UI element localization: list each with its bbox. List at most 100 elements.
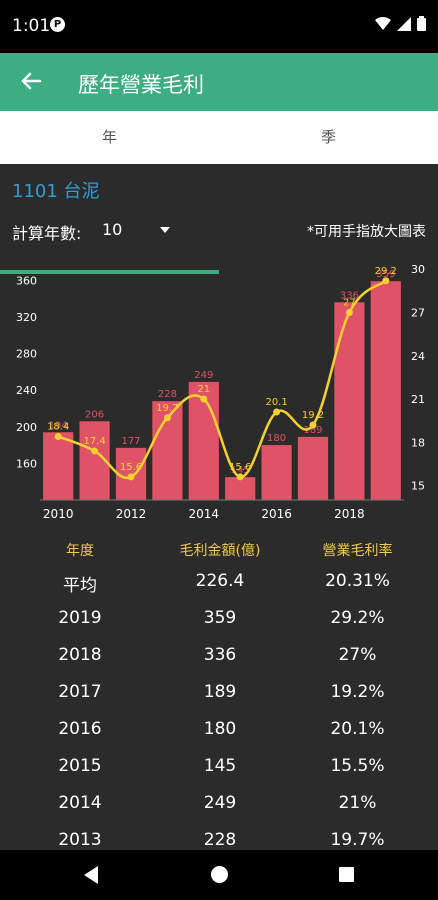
line-point (382, 277, 389, 284)
bar-value-label: 206 (85, 409, 104, 420)
tab-quarter[interactable]: 季 (219, 111, 438, 164)
nav-bar (0, 850, 438, 900)
line-value-label: 19.2 (302, 410, 324, 421)
x-tick-label: 2016 (261, 507, 292, 521)
line-value-label: 29.2 (375, 266, 397, 277)
cell-year: 2019 (30, 608, 130, 628)
notification-icon: P (50, 17, 65, 32)
years-label: 計算年數: (12, 220, 81, 244)
x-tick-label: 2018 (334, 507, 365, 521)
line-point (346, 309, 353, 316)
y-left-tick-label: 280 (16, 348, 37, 361)
col-header-year: 年度 (30, 540, 130, 560)
cell-year: 2013 (30, 830, 130, 850)
table-row: 平均 226.4 20.31% (0, 571, 438, 608)
y-left-tick-label: 360 (16, 274, 37, 287)
circle-home-icon[interactable] (211, 866, 228, 883)
bar-value-label: 180 (267, 433, 286, 444)
cell-profit: 228 (155, 830, 285, 850)
app-bar: 歷年營業毛利 (0, 53, 438, 111)
y-right-tick-label: 15 (411, 480, 425, 493)
line-point (164, 414, 171, 421)
table-row: 2018 336 27% (0, 645, 438, 682)
col-header-profit: 毛利金額(億) (155, 540, 285, 560)
y-left-tick-label: 240 (16, 384, 37, 397)
gross-profit-chart[interactable]: 160 200 240 280 320 360 15 18 21 24 27 30 194 206 177 2… (0, 262, 438, 524)
cell-margin: 15.5% (295, 756, 420, 776)
cell-profit: 189 (155, 682, 285, 702)
cell-year: 平均 (30, 571, 130, 596)
cell-margin: 29.2% (295, 608, 420, 628)
cell-year: 2017 (30, 682, 130, 702)
line-value-label: 17.4 (83, 436, 105, 447)
cell-margin: 19.2% (295, 682, 420, 702)
triangle-back-icon[interactable] (84, 866, 98, 884)
status-bar: 1:01 P (0, 0, 438, 53)
col-header-margin: 營業毛利率 (295, 540, 420, 560)
cell-profit: 226.4 (155, 571, 285, 591)
line-value-label: 15.6 (229, 462, 251, 473)
y-right-tick-label: 24 (411, 350, 425, 363)
dropdown-arrow-icon[interactable] (160, 227, 170, 233)
y-left-tick-label: 200 (16, 421, 37, 434)
status-icons (375, 16, 426, 31)
cell-profit: 249 (155, 793, 285, 813)
line-point (91, 447, 98, 454)
cell-year: 2018 (30, 645, 130, 665)
y-left-tick-label: 160 (16, 457, 37, 470)
y-right-tick-label: 27 (411, 306, 425, 319)
line-point (273, 409, 280, 416)
cell-profit: 336 (155, 645, 285, 665)
signal-icon (397, 17, 411, 31)
bar (298, 437, 328, 500)
table-row: 2019 359 29.2% (0, 608, 438, 645)
status-time: 1:01 (12, 16, 50, 36)
tab-bar: 年 季 (0, 111, 438, 164)
table-row: 2014 249 21% (0, 793, 438, 830)
arrow-left-icon[interactable] (16, 66, 46, 96)
zoom-hint: *可用手指放大圖表 (307, 221, 426, 241)
line-point (128, 473, 135, 480)
line-value-label: 19.7 (156, 403, 178, 414)
line-value-label: 15.6 (120, 462, 142, 473)
page-title: 歷年營業毛利 (78, 69, 204, 99)
y-right-tick-label: 30 (411, 263, 425, 276)
cell-year: 2014 (30, 793, 130, 813)
cell-margin: 20.1% (295, 719, 420, 739)
battery-icon (417, 16, 426, 31)
line-point (237, 473, 244, 480)
cell-margin: 27% (295, 645, 420, 665)
years-select[interactable]: 10 (102, 220, 122, 239)
line-value-label: 21 (197, 384, 210, 395)
bar-value-label: 177 (121, 436, 140, 447)
tab-year[interactable]: 年 (0, 111, 219, 164)
line-point (55, 433, 62, 440)
bar (371, 281, 401, 500)
cell-margin: 21% (295, 793, 420, 813)
line-value-label: 27 (343, 297, 356, 308)
y-left-tick-label: 320 (16, 311, 37, 324)
bar-value-label: 228 (158, 389, 177, 400)
wifi-icon (375, 17, 391, 31)
cell-year: 2016 (30, 719, 130, 739)
bar (261, 445, 291, 500)
y-right-tick-label: 21 (411, 393, 425, 406)
bar-value-label: 249 (194, 370, 213, 381)
line-value-label: 20.1 (265, 397, 287, 408)
x-tick-label: 2010 (43, 507, 74, 521)
bar (43, 432, 73, 500)
line-value-label: 18.4 (47, 422, 69, 433)
cell-profit: 359 (155, 608, 285, 628)
y-right-tick-label: 18 (411, 436, 425, 449)
cell-margin: 19.7% (295, 830, 420, 850)
square-recent-icon[interactable] (339, 867, 354, 882)
x-tick-label: 2012 (116, 507, 147, 521)
bar (225, 477, 255, 500)
line-point (310, 421, 317, 428)
table-row: 2017 189 19.2% (0, 682, 438, 719)
cell-margin: 20.31% (295, 571, 420, 591)
cell-profit: 145 (155, 756, 285, 776)
stock-label[interactable]: 1101 台泥 (12, 177, 100, 203)
line-point (200, 396, 207, 403)
cell-year: 2015 (30, 756, 130, 776)
